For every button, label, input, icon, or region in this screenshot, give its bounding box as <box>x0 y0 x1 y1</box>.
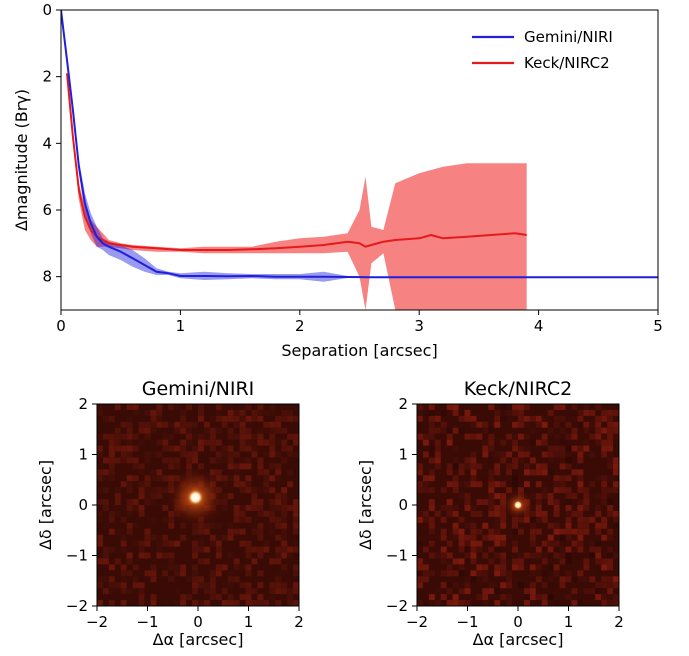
keck-y-axis-ticks: −2 −1 0 1 2 <box>386 395 417 615</box>
y-tick-label: 4 <box>42 134 52 152</box>
x-tick-label: 2 <box>295 317 305 335</box>
keck-x-axis-ticks: −2 −1 0 1 2 <box>406 606 624 631</box>
x-tick-label: 0 <box>513 613 523 631</box>
y-axis-label: Δmagnitude (Brγ) <box>12 89 31 231</box>
keck-source-core <box>514 501 522 509</box>
keck-image-panel: Keck/NIRC2 −2 −1 0 1 2 −2 −1 0 1 2 Δα [arcsec] Δ… <box>356 378 624 649</box>
y-tick-label: −1 <box>66 547 88 565</box>
x-tick-label: −2 <box>86 613 108 631</box>
x-tick-label: 1 <box>244 613 254 631</box>
x-tick-label: 5 <box>653 317 663 335</box>
keck-y-axis-label: Δδ [arcsec] <box>356 460 375 550</box>
x-tick-label: 0 <box>193 613 203 631</box>
gemini-image-noise <box>97 404 299 606</box>
series-lines <box>61 10 658 279</box>
y-tick-label: −2 <box>386 597 408 615</box>
gemini-x-axis-ticks: −2 −1 0 1 2 <box>86 606 304 631</box>
contrast-curve-plot: 0 1 2 3 4 5 0 2 4 6 8 Separation [arcsec] Δmagnit… <box>12 1 663 360</box>
band-gemini-niri <box>61 10 658 282</box>
x-tick-label: 3 <box>414 317 424 335</box>
legend: Gemini/NIRI Keck/NIRC2 <box>472 28 613 72</box>
y-tick-label: −1 <box>386 547 408 565</box>
keck-x-axis-label: Δα [arcsec] <box>473 630 564 649</box>
y-tick-label: 0 <box>42 1 52 19</box>
gemini-y-axis-label: Δδ [arcsec] <box>36 460 55 550</box>
keck-image-noise <box>417 404 619 606</box>
y-tick-label: 0 <box>398 496 408 514</box>
gemini-y-axis-ticks: −2 −1 0 1 2 <box>66 395 97 615</box>
y-tick-label: 2 <box>398 395 408 413</box>
y-tick-label: 1 <box>78 446 88 464</box>
x-tick-label: 1 <box>176 317 186 335</box>
y-tick-label: −2 <box>66 597 88 615</box>
x-tick-label: 2 <box>614 613 624 631</box>
keck-panel-title: Keck/NIRC2 <box>464 378 572 400</box>
y-tick-label: 2 <box>78 395 88 413</box>
x-tick-label: 1 <box>564 613 574 631</box>
x-tick-label: 0 <box>56 317 66 335</box>
y-axis-ticks: 0 2 4 6 8 <box>42 1 61 286</box>
x-tick-label: 4 <box>534 317 544 335</box>
x-tick-label: 2 <box>294 613 304 631</box>
x-tick-label: −2 <box>406 613 428 631</box>
x-tick-label: −1 <box>456 613 478 631</box>
gemini-x-axis-label: Δα [arcsec] <box>153 630 244 649</box>
y-tick-label: 6 <box>42 201 52 219</box>
x-axis-label: Separation [arcsec] <box>281 341 437 360</box>
x-axis-ticks: 0 1 2 3 4 5 <box>56 310 663 335</box>
plot-frame <box>60 9 659 311</box>
y-tick-label: 1 <box>398 446 408 464</box>
y-tick-label: 2 <box>42 68 52 86</box>
legend-label-keck: Keck/NIRC2 <box>524 54 610 72</box>
y-tick-label: 0 <box>78 496 88 514</box>
x-tick-label: −1 <box>136 613 158 631</box>
legend-label-gemini: Gemini/NIRI <box>524 28 613 46</box>
gemini-panel-title: Gemini/NIRI <box>142 378 255 400</box>
series-line-gemini-niri <box>61 10 658 279</box>
y-tick-label: 8 <box>42 268 52 286</box>
gemini-source-core <box>188 490 203 505</box>
